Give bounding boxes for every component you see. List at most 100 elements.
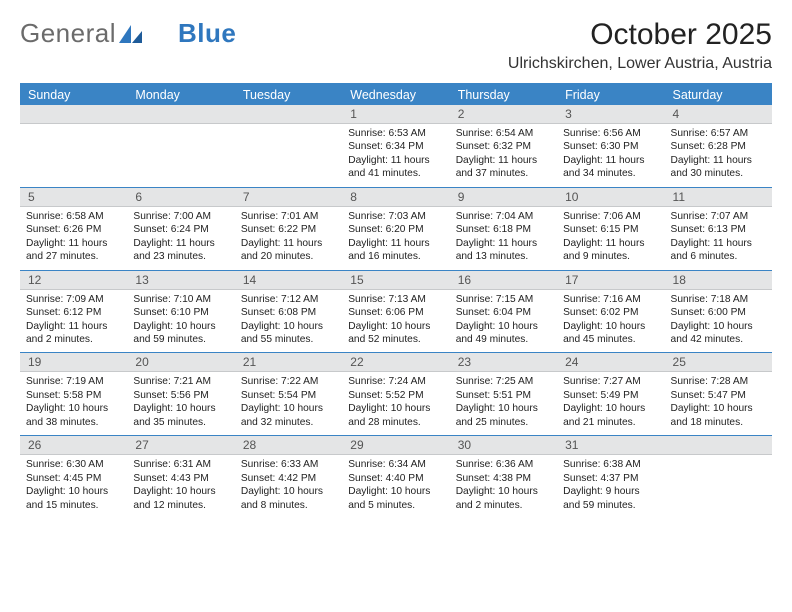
day-cell: Sunrise: 7:18 AM Sunset: 6:00 PM Dayligh… [665,290,772,353]
sunset-text: Sunset: 5:47 PM [671,389,766,402]
sunset-text: Sunset: 6:12 PM [26,306,121,319]
daylight-text: and 30 minutes. [671,167,766,180]
sunrise-text: Sunrise: 7:21 AM [133,375,228,388]
day-cell: Sunrise: 7:22 AM Sunset: 5:54 PM Dayligh… [235,372,342,435]
daylight-text: and 21 minutes. [563,416,658,429]
daylight-text: and 23 minutes. [133,250,228,263]
day-cell: Sunrise: 6:54 AM Sunset: 6:32 PM Dayligh… [450,124,557,187]
daylight-text: Daylight: 11 hours [671,154,766,167]
weekday-label: Thursday [450,85,557,105]
daylight-text: and 25 minutes. [456,416,551,429]
day-cell [127,124,234,187]
daylight-text: and 13 minutes. [456,250,551,263]
day-cell: Sunrise: 7:07 AM Sunset: 6:13 PM Dayligh… [665,207,772,270]
daylight-text: Daylight: 11 hours [456,237,551,250]
sunset-text: Sunset: 6:30 PM [563,140,658,153]
brand-part2: Blue [178,18,236,49]
daylight-text: and 59 minutes. [563,499,658,512]
day-number [127,105,234,123]
daylight-text: and 45 minutes. [563,333,658,346]
daylight-text: Daylight: 11 hours [241,237,336,250]
daylight-text: Daylight: 10 hours [348,485,443,498]
daylight-text: Daylight: 10 hours [456,485,551,498]
daylight-text: Daylight: 10 hours [348,402,443,415]
daylight-text: and 37 minutes. [456,167,551,180]
sunset-text: Sunset: 6:00 PM [671,306,766,319]
day-cell: Sunrise: 7:10 AM Sunset: 6:10 PM Dayligh… [127,290,234,353]
day-number: 10 [557,188,664,206]
day-body-row: Sunrise: 6:30 AM Sunset: 4:45 PM Dayligh… [20,454,772,518]
daynum-row: 5 6 7 8 9 10 11 [20,187,772,206]
sunset-text: Sunset: 6:10 PM [133,306,228,319]
day-cell: Sunrise: 7:27 AM Sunset: 5:49 PM Dayligh… [557,372,664,435]
daylight-text: Daylight: 10 hours [133,402,228,415]
day-cell: Sunrise: 6:56 AM Sunset: 6:30 PM Dayligh… [557,124,664,187]
day-number [665,436,772,454]
sunset-text: Sunset: 4:45 PM [26,472,121,485]
day-cell [20,124,127,187]
day-cell [235,124,342,187]
day-number: 6 [127,188,234,206]
sunrise-text: Sunrise: 7:12 AM [241,293,336,306]
sunrise-text: Sunrise: 6:36 AM [456,458,551,471]
daylight-text: and 18 minutes. [671,416,766,429]
sunrise-text: Sunrise: 7:07 AM [671,210,766,223]
sunset-text: Sunset: 5:54 PM [241,389,336,402]
sunrise-text: Sunrise: 6:56 AM [563,127,658,140]
weekday-label: Tuesday [235,85,342,105]
daylight-text: and 2 minutes. [26,333,121,346]
sunset-text: Sunset: 5:56 PM [133,389,228,402]
sunset-text: Sunset: 4:40 PM [348,472,443,485]
weekday-label: Monday [127,85,234,105]
day-body-row: Sunrise: 6:58 AM Sunset: 6:26 PM Dayligh… [20,206,772,270]
daylight-text: Daylight: 10 hours [26,485,121,498]
day-number: 9 [450,188,557,206]
day-number: 26 [20,436,127,454]
day-cell: Sunrise: 6:58 AM Sunset: 6:26 PM Dayligh… [20,207,127,270]
daylight-text: and 38 minutes. [26,416,121,429]
day-cell: Sunrise: 6:57 AM Sunset: 6:28 PM Dayligh… [665,124,772,187]
daylight-text: Daylight: 11 hours [671,237,766,250]
daylight-text: Daylight: 10 hours [671,320,766,333]
weekday-label: Saturday [665,85,772,105]
day-body-row: Sunrise: 7:09 AM Sunset: 6:12 PM Dayligh… [20,289,772,353]
daylight-text: and 27 minutes. [26,250,121,263]
brand-logo: General Blue [20,18,236,49]
day-body-row: Sunrise: 7:19 AM Sunset: 5:58 PM Dayligh… [20,371,772,435]
day-number: 18 [665,271,772,289]
day-number: 1 [342,105,449,123]
sunrise-text: Sunrise: 7:18 AM [671,293,766,306]
sunset-text: Sunset: 6:22 PM [241,223,336,236]
calendar-grid: Sunday Monday Tuesday Wednesday Thursday… [20,83,772,518]
day-cell: Sunrise: 6:36 AM Sunset: 4:38 PM Dayligh… [450,455,557,518]
day-number: 29 [342,436,449,454]
sunrise-text: Sunrise: 6:57 AM [671,127,766,140]
daylight-text: and 9 minutes. [563,250,658,263]
day-cell: Sunrise: 7:03 AM Sunset: 6:20 PM Dayligh… [342,207,449,270]
daynum-row: 26 27 28 29 30 31 [20,435,772,454]
day-number: 16 [450,271,557,289]
sunrise-text: Sunrise: 7:22 AM [241,375,336,388]
daylight-text: and 35 minutes. [133,416,228,429]
day-number: 12 [20,271,127,289]
day-number: 2 [450,105,557,123]
daylight-text: and 41 minutes. [348,167,443,180]
day-number: 13 [127,271,234,289]
weekday-label: Friday [557,85,664,105]
daylight-text: Daylight: 10 hours [456,402,551,415]
day-cell: Sunrise: 7:28 AM Sunset: 5:47 PM Dayligh… [665,372,772,435]
day-cell: Sunrise: 6:53 AM Sunset: 6:34 PM Dayligh… [342,124,449,187]
daylight-text: and 32 minutes. [241,416,336,429]
daylight-text: Daylight: 11 hours [26,237,121,250]
daylight-text: and 42 minutes. [671,333,766,346]
daylight-text: Daylight: 10 hours [241,320,336,333]
sunset-text: Sunset: 6:28 PM [671,140,766,153]
day-number: 30 [450,436,557,454]
day-cell: Sunrise: 7:04 AM Sunset: 6:18 PM Dayligh… [450,207,557,270]
day-cell: Sunrise: 7:09 AM Sunset: 6:12 PM Dayligh… [20,290,127,353]
daylight-text: Daylight: 10 hours [133,485,228,498]
day-cell: Sunrise: 7:16 AM Sunset: 6:02 PM Dayligh… [557,290,664,353]
day-number: 21 [235,353,342,371]
day-number: 14 [235,271,342,289]
sunrise-text: Sunrise: 7:03 AM [348,210,443,223]
